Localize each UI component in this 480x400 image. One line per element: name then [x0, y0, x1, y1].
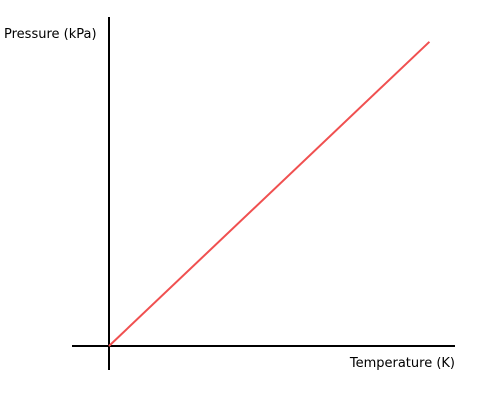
series-layer	[108, 41, 431, 347]
y-axis-label: Pressure (kPa)	[4, 27, 97, 42]
x-axis-label: Temperature (K)	[349, 356, 455, 371]
series-line-1	[108, 41, 431, 347]
